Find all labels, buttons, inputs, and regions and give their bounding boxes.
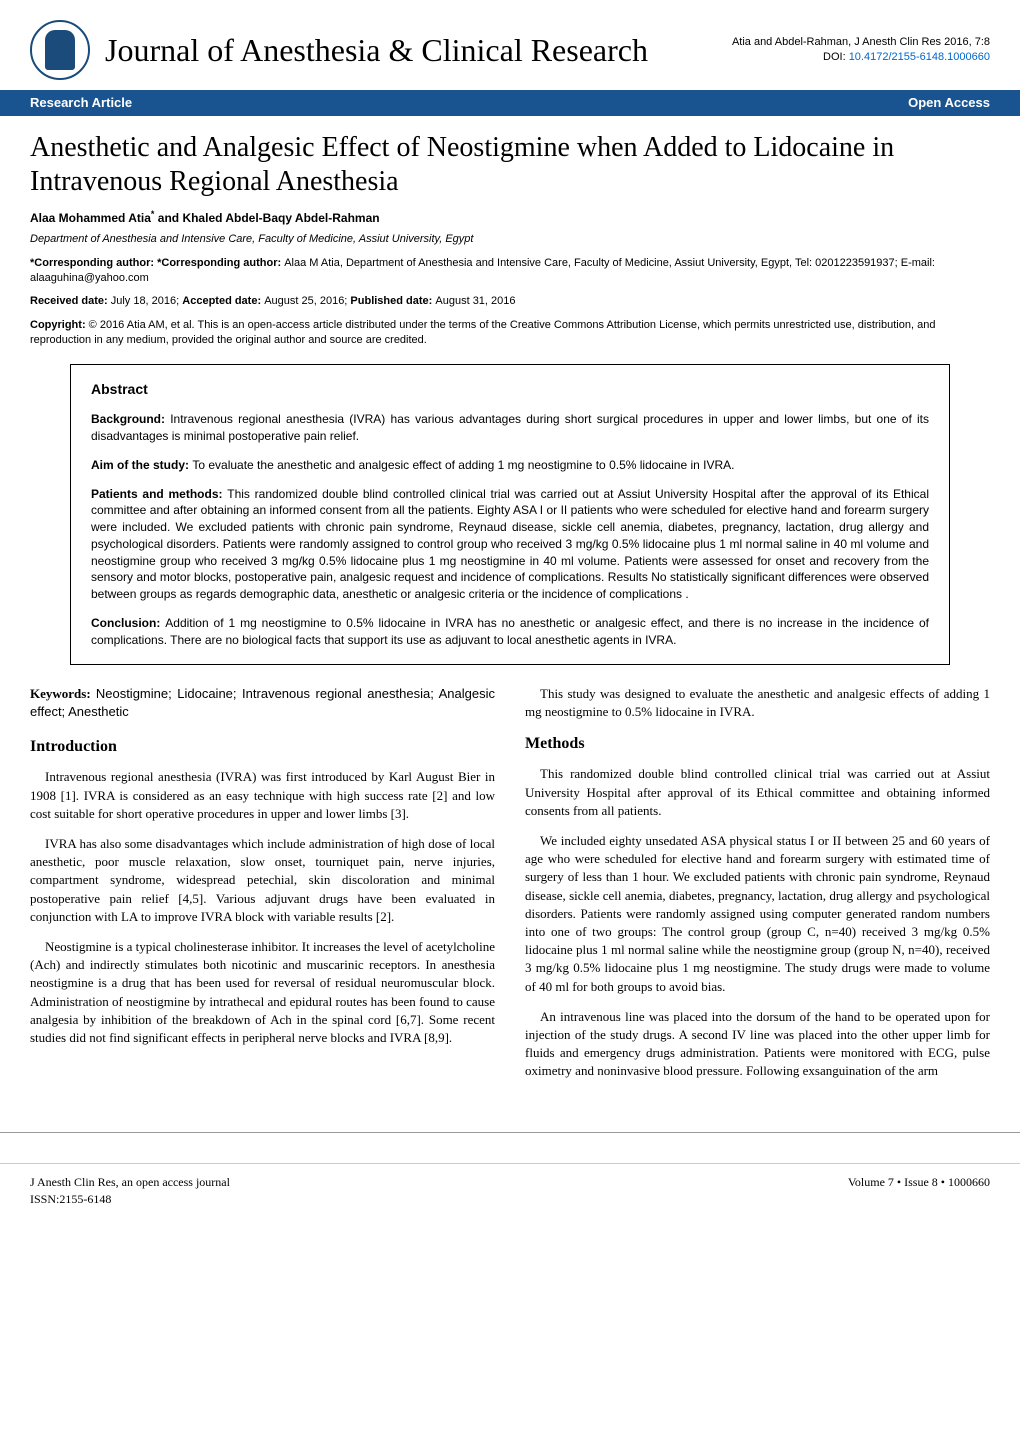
conclusion-label: Conclusion: <box>91 616 165 630</box>
doi-label: DOI: <box>823 51 849 63</box>
footer-issn: ISSN:2155-6148 <box>30 1191 230 1208</box>
author-first: Alaa Mohammed Atia <box>30 211 151 225</box>
published-date: August 31, 2016 <box>435 295 515 307</box>
footer-right: Volume 7 • Issue 8 • 1000660 <box>848 1174 990 1208</box>
article-type-right: Open Access <box>908 94 990 112</box>
aim-label: Aim of the study: <box>91 458 192 472</box>
abstract-heading: Abstract <box>91 380 929 400</box>
received-date: July 18, 2016; <box>111 295 183 307</box>
footer-divider <box>0 1132 1020 1133</box>
methods-label: Patients and methods: <box>91 487 227 501</box>
accepted-label: Accepted date: <box>182 295 264 307</box>
methods-p3: An intravenous line was placed into the … <box>525 1008 990 1081</box>
journal-logo <box>30 20 90 80</box>
authors-line: Alaa Mohammed Atia* and Khaled Abdel-Baq… <box>30 208 990 227</box>
abstract-box: Abstract Background: Intravenous regiona… <box>70 364 950 665</box>
footer-left: J Anesth Clin Res, an open access journa… <box>30 1174 230 1208</box>
article-title: Anesthetic and Analgesic Effect of Neost… <box>30 131 990 198</box>
right-intro: This study was designed to evaluate the … <box>525 685 990 721</box>
abstract-methods: Patients and methods: This randomized do… <box>91 486 929 604</box>
background-label: Background: <box>91 412 170 426</box>
journal-header: Journal of Anesthesia & Clinical Researc… <box>0 0 1020 90</box>
keywords-label: Keywords: <box>30 686 96 701</box>
main-content: Anesthetic and Analgesic Effect of Neost… <box>0 116 1020 1112</box>
affiliation: Department of Anesthesia and Intensive C… <box>30 232 990 247</box>
methods-heading: Methods <box>525 733 990 755</box>
corresponding-label: *Corresponding author: <box>30 257 157 269</box>
intro-p3: Neostigmine is a typical cholinesterase … <box>30 938 495 1047</box>
journal-name: Journal of Anesthesia & Clinical Researc… <box>105 28 732 73</box>
introduction-heading: Introduction <box>30 736 495 758</box>
aim-text: To evaluate the anesthetic and analgesic… <box>192 458 734 472</box>
article-type-left: Research Article <box>30 94 132 112</box>
conclusion-text: Addition of 1 mg neostigmine to 0.5% lid… <box>91 616 929 647</box>
background-text: Intravenous regional anesthesia (IVRA) h… <box>91 412 929 443</box>
left-column: Keywords: Neostigmine; Lidocaine; Intrav… <box>30 685 495 1093</box>
page-footer: J Anesth Clin Res, an open access journa… <box>0 1163 1020 1228</box>
copyright-line: Copyright: © 2016 Atia AM, et al. This i… <box>30 318 990 349</box>
right-column: This study was designed to evaluate the … <box>525 685 990 1093</box>
intro-p2: IVRA has also some disadvantages which i… <box>30 835 495 926</box>
methods-text: This randomized double blind controlled … <box>91 487 929 602</box>
article-type-bar: Research Article Open Access <box>0 90 1020 116</box>
keywords-text: Neostigmine; Lidocaine; Intravenous regi… <box>30 686 495 719</box>
doi-line: DOI: 10.4172/2155-6148.1000660 <box>732 50 990 65</box>
two-column-body: Keywords: Neostigmine; Lidocaine; Intrav… <box>30 685 990 1093</box>
citation: Atia and Abdel-Rahman, J Anesth Clin Res… <box>732 35 990 50</box>
article-dates: Received date: July 18, 2016; Accepted d… <box>30 294 990 309</box>
corresponding-label-text: *Corresponding author: <box>157 257 284 269</box>
abstract-conclusion: Conclusion: Addition of 1 mg neostigmine… <box>91 615 929 649</box>
published-label: Published date: <box>350 295 435 307</box>
keywords-section: Keywords: Neostigmine; Lidocaine; Intrav… <box>30 685 495 721</box>
corresponding-author: *Corresponding author: *Corresponding au… <box>30 256 990 287</box>
methods-p2: We included eighty unsedated ASA physica… <box>525 832 990 996</box>
methods-p1: This randomized double blind controlled … <box>525 765 990 820</box>
accepted-date: August 25, 2016; <box>264 295 350 307</box>
abstract-background: Background: Intravenous regional anesthe… <box>91 411 929 445</box>
copyright-label: Copyright: <box>30 319 89 331</box>
header-citation-block: Atia and Abdel-Rahman, J Anesth Clin Res… <box>732 35 990 66</box>
footer-journal: J Anesth Clin Res, an open access journa… <box>30 1174 230 1191</box>
abstract-aim: Aim of the study: To evaluate the anesth… <box>91 457 929 474</box>
received-label: Received date: <box>30 295 111 307</box>
author-rest: and Khaled Abdel-Baqy Abdel-Rahman <box>154 211 379 225</box>
copyright-text: © 2016 Atia AM, et al. This is an open-a… <box>30 319 935 346</box>
doi-link[interactable]: 10.4172/2155-6148.1000660 <box>849 51 990 63</box>
intro-p1: Intravenous regional anesthesia (IVRA) w… <box>30 768 495 823</box>
